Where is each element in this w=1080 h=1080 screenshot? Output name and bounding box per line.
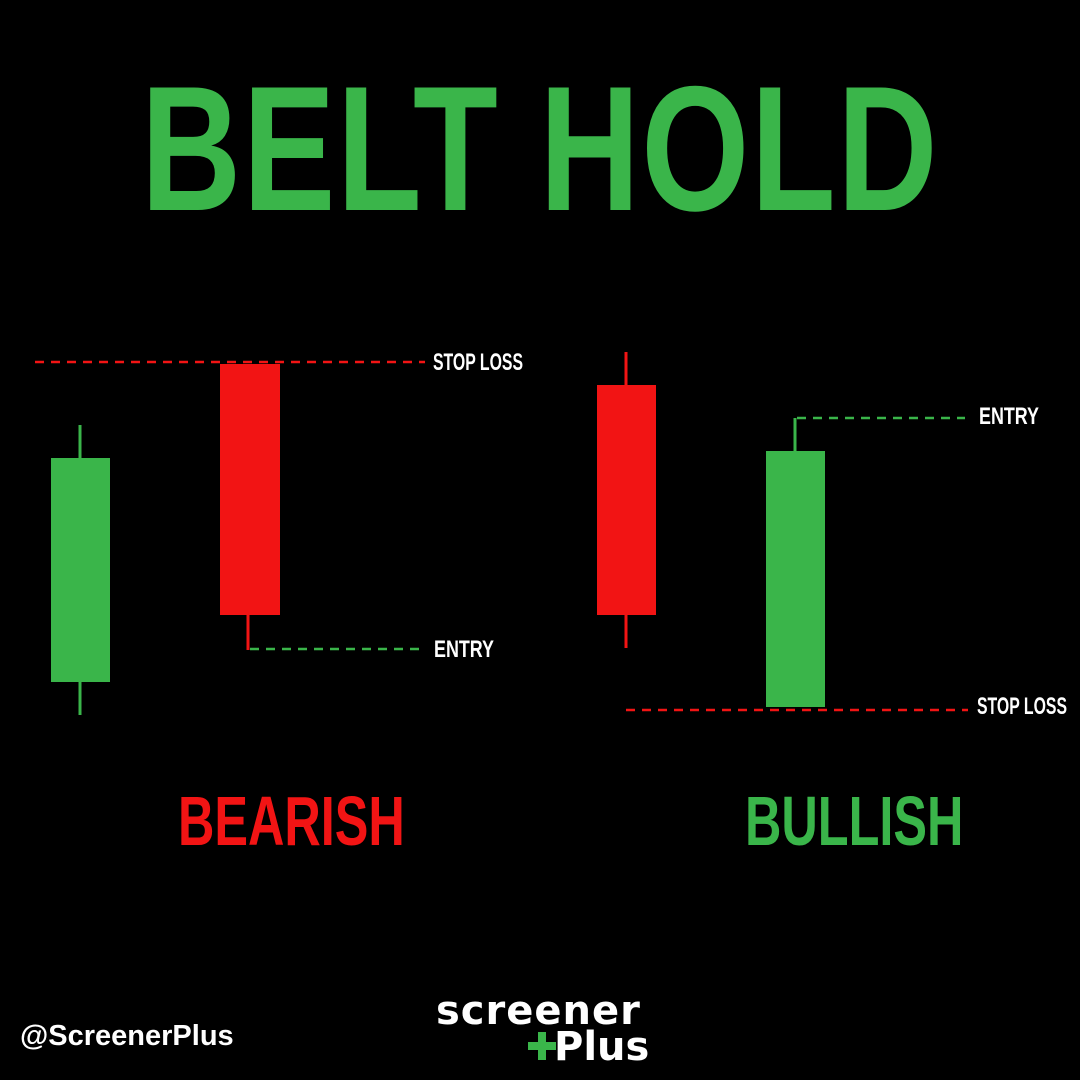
bearish-setup: STOP LOSS ENTRY: [35, 349, 523, 715]
bearish-label: BEARISH: [178, 782, 405, 860]
bearish-candle-1-body: [51, 458, 110, 682]
bearish-candle-2-body: [220, 364, 280, 615]
page-title: BELT HOLD: [140, 49, 940, 248]
logo-text-bottom: Plus: [554, 1024, 650, 1070]
bullish-setup: ENTRY STOP LOSS: [597, 352, 1067, 720]
social-handle: @ScreenerPlus: [20, 1020, 234, 1052]
bearish-stop-loss-label: STOP LOSS: [433, 349, 523, 376]
bearish-entry-label: ENTRY: [434, 636, 494, 663]
bullish-candle-1-body: [597, 385, 656, 615]
plus-icon: [528, 1032, 556, 1060]
bullish-candle-2-body: [766, 451, 825, 707]
bullish-stop-loss-label: STOP LOSS: [977, 693, 1067, 720]
bullish-entry-label: ENTRY: [979, 403, 1039, 430]
logo-text-top: screener: [436, 988, 641, 1034]
screener-plus-logo: screener Plus: [436, 988, 650, 1070]
bullish-label: BULLISH: [745, 782, 964, 860]
